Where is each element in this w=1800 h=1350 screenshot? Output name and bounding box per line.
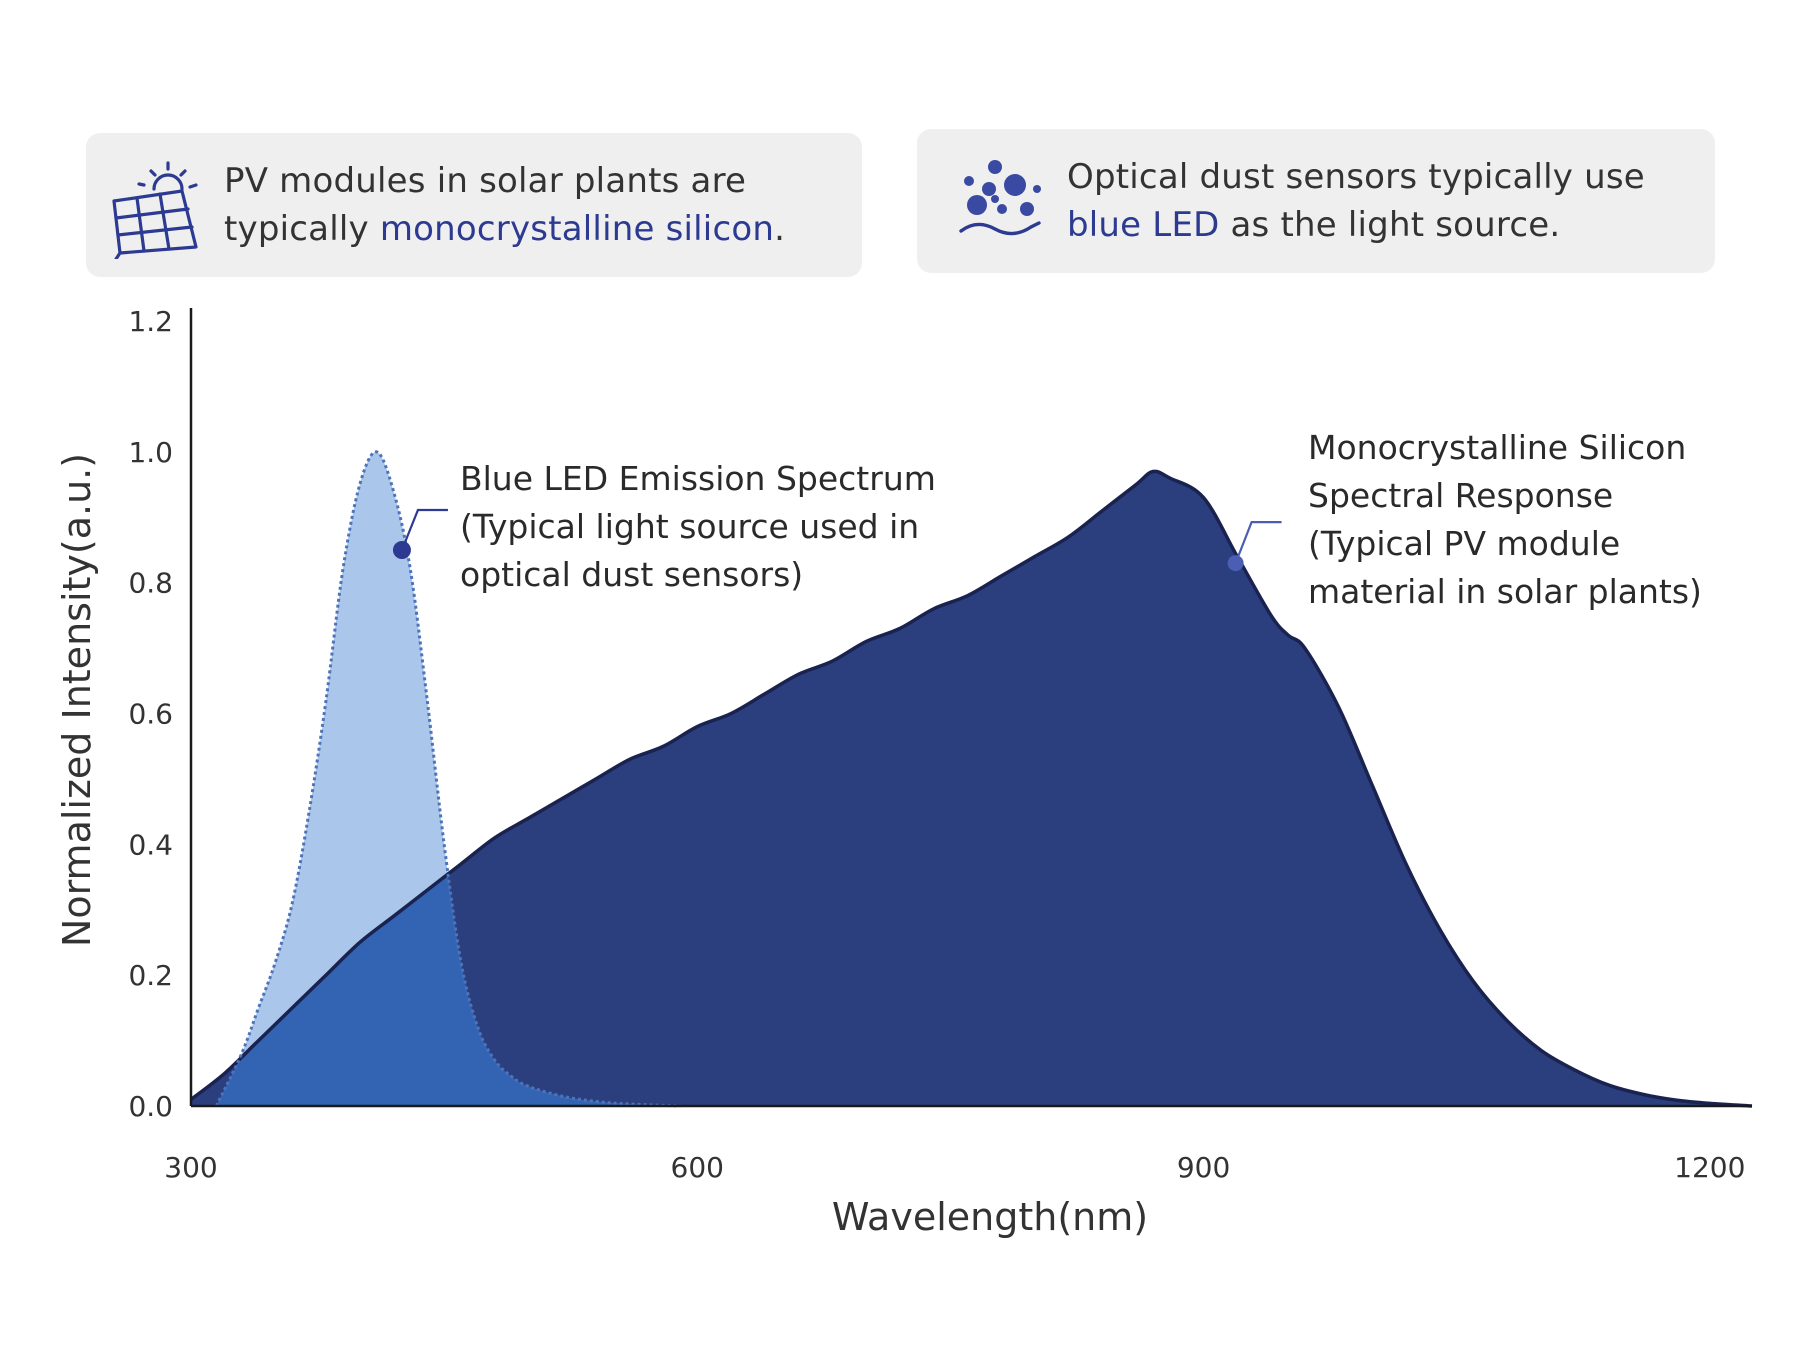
highlight-monocrystalline: monocrystalline silicon [379,209,775,249]
x-tick-label: 600 [671,1151,724,1184]
x-tick-label: 1200 [1674,1151,1745,1184]
annotation-leader-line [1234,520,1282,564]
y-axis-title: Normalized Intensity(a.u.) [55,453,99,947]
silicon-response-area [191,471,1752,1107]
y-tick-label: 0.4 [128,828,173,861]
annotation-text-led: Blue LED Emission Spectrum [460,459,936,498]
annotation-leader-line [400,508,448,551]
annotation-text-led: (Typical light source used in [460,507,919,546]
led-emission-line [214,450,681,1108]
x-tick-label: 300 [164,1151,217,1184]
highlight-blue-led: blue LED [1067,205,1220,245]
info-card-pv-modules: PV modules in solar plants are typically… [86,133,862,277]
annotation-marker [392,541,411,560]
annotation-text-silicon: Monocrystalline Silicon [1308,428,1686,467]
dust-particles-icon [959,160,1041,236]
silicon-response-line [189,469,1753,1108]
x-tick-label: 900 [1177,1151,1230,1184]
y-tick-label: 0.0 [128,1090,173,1123]
annotation-marker [1227,555,1244,572]
y-tick-label: 0.8 [128,567,173,600]
annotation-text-silicon: (Typical PV module [1308,524,1620,563]
solar-panel-icon [112,161,198,259]
y-tick-label: 0.2 [128,959,173,992]
annotation-text-silicon: material in solar plants) [1308,572,1702,611]
annotation-text-silicon: Spectral Response [1308,476,1613,515]
y-tick-label: 1.2 [128,305,173,338]
card-text-dust: Optical dust sensors typically use blue … [1067,157,1645,245]
led-emission-area [216,451,681,1106]
annotation-text-led: optical dust sensors) [460,555,803,594]
x-axis-title: Wavelength(nm) [832,1195,1148,1239]
info-card-dust-sensors: Optical dust sensors typically use blue … [917,129,1715,273]
card-text-pv: PV modules in solar plants are typically… [224,161,786,249]
y-tick-label: 1.0 [128,436,173,469]
y-tick-label: 0.6 [128,698,173,731]
